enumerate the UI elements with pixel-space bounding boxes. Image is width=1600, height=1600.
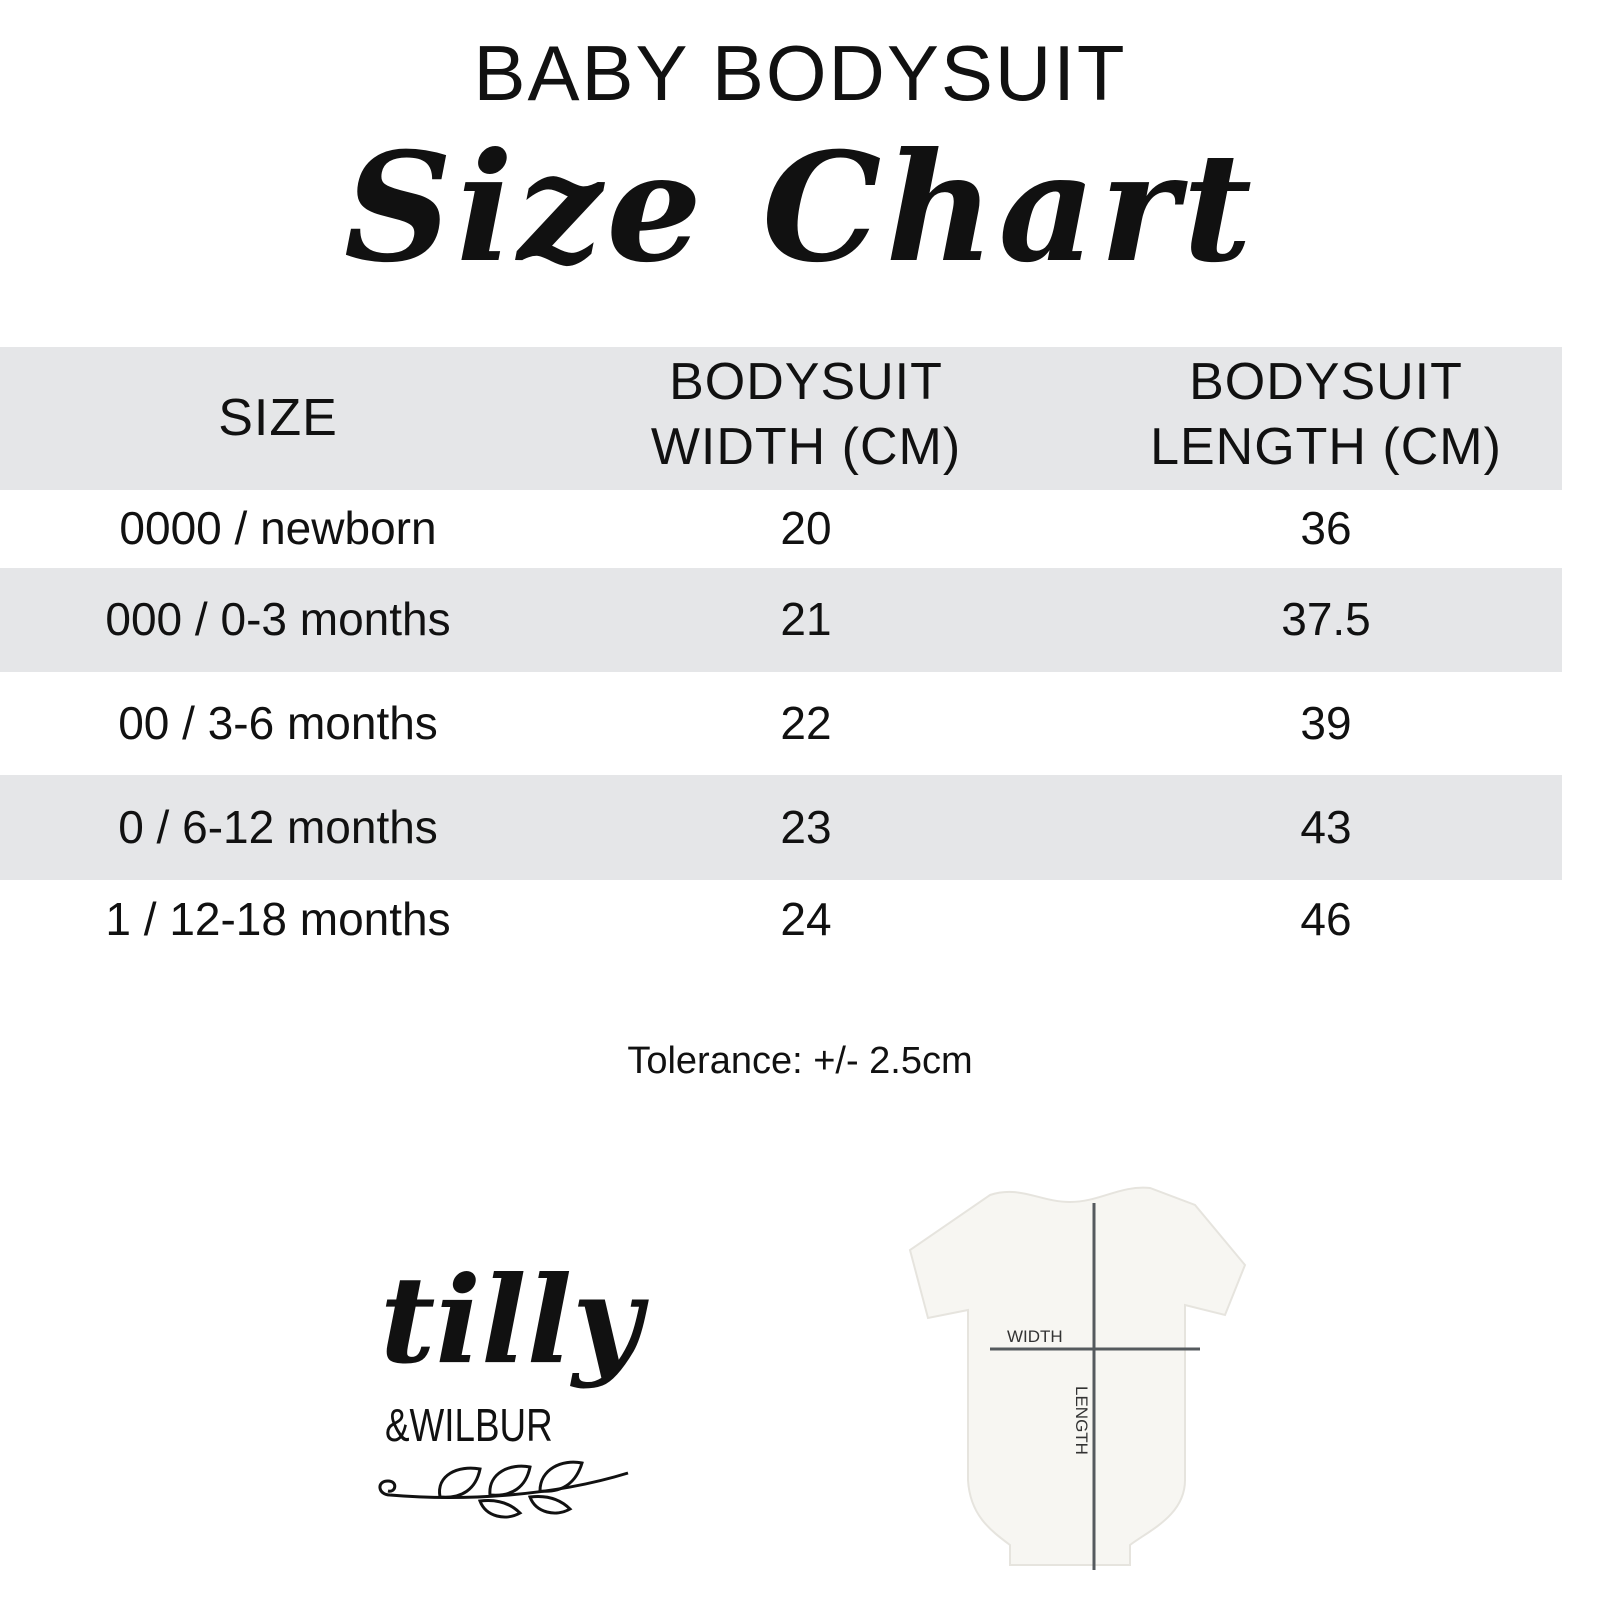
header-size-text: SIZE — [218, 388, 338, 447]
header-width: BODYSUIT WIDTH (CM) — [556, 347, 1056, 482]
length-label: LENGTH — [1072, 1386, 1091, 1455]
header-size: SIZE — [0, 347, 556, 490]
table-cell-length: 36 — [1300, 502, 1352, 555]
header-length-line1: BODYSUIT — [1189, 352, 1463, 411]
row-stripe — [0, 775, 1562, 880]
table-cell-size: 1 / 12-18 months — [105, 893, 451, 946]
row-stripe — [0, 568, 1562, 672]
table-cell-length: 46 — [1300, 893, 1352, 946]
table-cell-size: 0000 / newborn — [119, 502, 437, 555]
bodysuit-shape — [908, 1186, 1247, 1566]
table-cell-length: 37.5 — [1281, 593, 1371, 646]
tolerance-note: Tolerance: +/- 2.5cm — [627, 1040, 973, 1082]
header-width-line2: WIDTH (CM) — [650, 417, 962, 476]
title-size-chart: Size Chart — [343, 120, 1257, 296]
table-cell-size: 00 / 3-6 months — [118, 696, 438, 749]
table-cell-width: 22 — [780, 696, 832, 749]
header-length-line2: LENGTH (CM) — [1150, 417, 1502, 476]
table-cell-size: 000 / 0-3 months — [105, 593, 451, 646]
header-width-line1: BODYSUIT — [669, 352, 943, 411]
bodysuit-diagram: WIDTH LENGTH — [908, 1186, 1247, 1570]
table-cell-width: 24 — [780, 893, 832, 946]
logo-tilly: tilly — [380, 1250, 642, 1391]
table-cell-size: 0 / 6-12 months — [118, 800, 438, 853]
title-baby-bodysuit: BABY BODYSUIT — [473, 29, 1127, 117]
width-label: WIDTH — [1007, 1327, 1063, 1346]
brand-logo: tilly &WILBUR — [370, 1250, 642, 1540]
header-length: BODYSUIT LENGTH (CM) — [1056, 347, 1596, 482]
logo-wilbur: &WILBUR — [385, 1399, 553, 1451]
leaf-branch-icon — [378, 1460, 629, 1519]
table-cell-width: 21 — [780, 593, 832, 646]
table-cell-length: 39 — [1300, 696, 1352, 749]
table-cell-length: 43 — [1300, 800, 1352, 853]
table-cell-width: 23 — [780, 800, 832, 853]
table-header-band — [0, 347, 1562, 490]
table-cell-width: 20 — [780, 502, 832, 555]
